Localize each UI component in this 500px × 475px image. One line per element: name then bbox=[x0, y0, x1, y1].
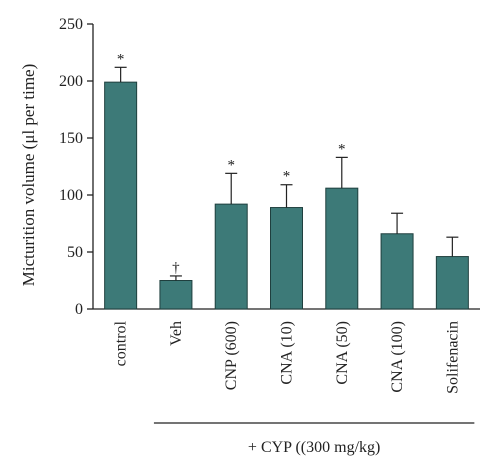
significance-marker: † bbox=[172, 260, 180, 276]
category-label: CNA (100) bbox=[389, 321, 406, 393]
y-tick-label: 0 bbox=[75, 301, 83, 318]
bars-group: * † * * * bbox=[104, 51, 469, 310]
bar bbox=[159, 280, 193, 310]
bar bbox=[270, 207, 303, 310]
bar bbox=[325, 187, 359, 310]
y-tick-label: 200 bbox=[59, 73, 83, 90]
significance-marker: * bbox=[283, 169, 291, 185]
category-label: control bbox=[113, 320, 130, 366]
category-label: CNP (600) bbox=[223, 321, 240, 390]
bar bbox=[214, 203, 248, 310]
category-label: CNA (10) bbox=[279, 321, 296, 385]
y-tick-label: 100 bbox=[59, 187, 83, 204]
group-label: + CYP ((300 mg/kg) bbox=[248, 439, 380, 456]
y-tick-label: 50 bbox=[67, 244, 83, 261]
bar bbox=[104, 81, 138, 310]
category-label: CNA (50) bbox=[334, 321, 351, 385]
significance-marker: * bbox=[227, 157, 235, 173]
y-tick-label: 250 bbox=[59, 16, 83, 33]
axes: 0 50 100 150 200 250 bbox=[59, 16, 480, 318]
category-label: Veh bbox=[168, 321, 185, 346]
bar bbox=[435, 256, 469, 310]
y-axis-label: Micturition volume (μl per time) bbox=[19, 64, 38, 287]
significance-marker: * bbox=[117, 51, 125, 67]
y-tick-label: 150 bbox=[59, 130, 83, 147]
bar bbox=[380, 233, 414, 310]
category-label: Solifenacin bbox=[444, 321, 461, 394]
category-labels: control Veh CNP (600) CNA (10) CNA (50) CNA (… bbox=[113, 320, 462, 393]
significance-marker: * bbox=[338, 141, 346, 157]
